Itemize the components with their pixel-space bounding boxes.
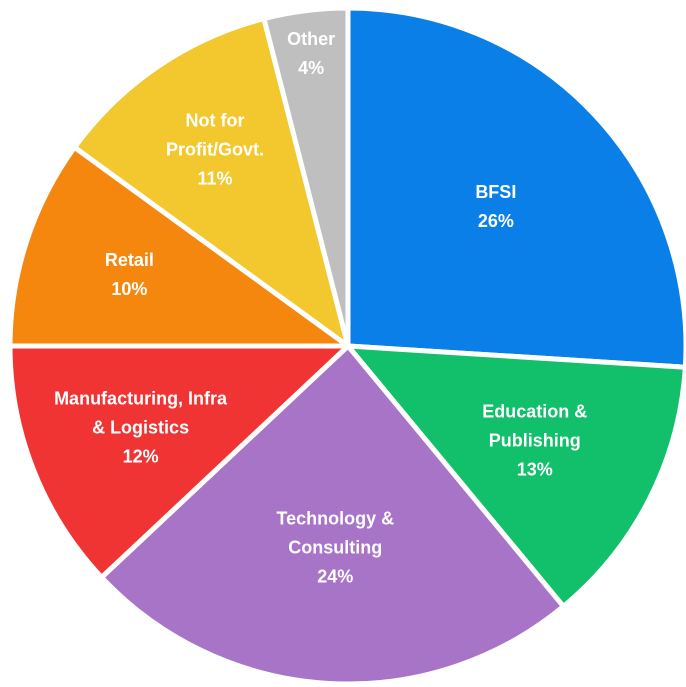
pie-slice (345, 5, 686, 370)
value-label: 24% (317, 566, 354, 587)
category-label: Other (287, 29, 336, 50)
value-label: 13% (516, 459, 553, 480)
category-label: BFSI (475, 182, 517, 203)
slice-label: Technology & Consulting 24% (245, 505, 425, 592)
slice-label: Manufacturing, Infra & Logistics 12% (51, 385, 231, 472)
slice-label: Not for Profit/Govt. 11% (140, 107, 290, 194)
value-label: 4% (298, 58, 325, 79)
value-label: 11% (197, 168, 233, 189)
pie-slice (7, 144, 351, 349)
value-label: 12% (122, 446, 159, 467)
category-label: Not for Profit/Govt. (166, 110, 264, 160)
slice-label: Education & Publishing 13% (455, 398, 615, 485)
category-label: Manufacturing, Infra & Logistics (54, 388, 228, 438)
pie-slice (7, 343, 351, 580)
slice-label: Other 4% (266, 25, 356, 83)
category-label: Education & Publishing (482, 401, 588, 451)
pie-slice (261, 5, 351, 349)
pie-slice (72, 16, 351, 349)
slice-label: Retail 10% (69, 246, 189, 304)
pie-slice (99, 343, 566, 687)
category-label: Technology & Consulting (276, 508, 395, 558)
value-label: 10% (111, 278, 148, 299)
value-label: 26% (477, 211, 514, 232)
category-label: Retail (104, 249, 154, 270)
slice-label: BFSI 26% (416, 178, 576, 236)
pie-slice (345, 343, 686, 609)
